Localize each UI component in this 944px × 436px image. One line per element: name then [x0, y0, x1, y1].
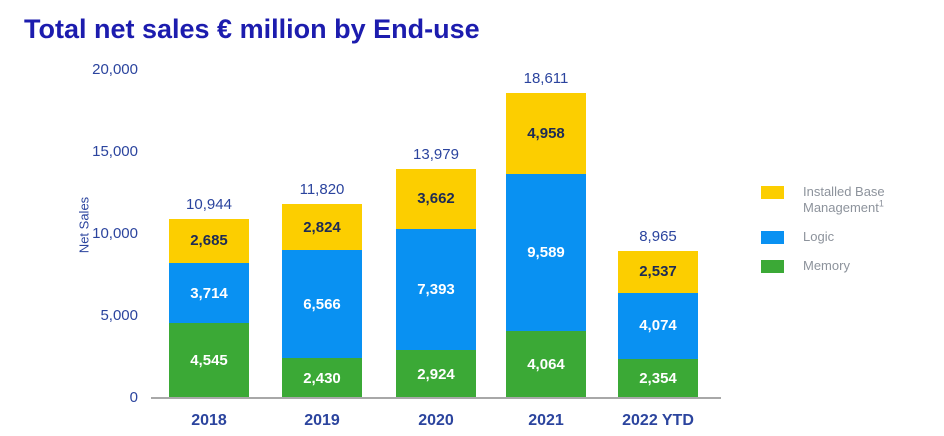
bar-segment-value: 2,537 — [639, 263, 677, 281]
legend-item-memory: Memory — [761, 258, 885, 274]
bar-total-label: 10,944 — [186, 195, 232, 213]
bar-segment-value: 7,393 — [417, 280, 455, 298]
legend-label-memory: Memory — [803, 258, 850, 274]
category-label: 2021 — [528, 412, 564, 429]
bar-segment-value: 9,589 — [527, 244, 565, 262]
bar-segment-value: 4,958 — [527, 124, 565, 142]
y-tick-label: 0 — [129, 389, 138, 406]
legend-item-logic: Logic — [761, 229, 885, 245]
bar-segment-memory: 4,064 — [506, 331, 586, 398]
bar-segment-memory: 2,924 — [396, 350, 476, 398]
y-tick-label: 10,000 — [92, 225, 138, 242]
y-tick-label: 5,000 — [100, 307, 138, 324]
legend-footnote-marker: 1 — [878, 198, 884, 209]
legend-label-line: Logic — [803, 229, 835, 244]
category-label: 2020 — [418, 412, 454, 429]
legend-item-installed-base-management: Installed Base Management1 — [761, 184, 885, 216]
legend-label-line: Management1 — [803, 198, 884, 215]
x-axis-line — [151, 397, 721, 399]
chart-title: Total net sales € million by End-use — [24, 14, 480, 44]
bar-segment-logic: 9,589 — [506, 174, 586, 332]
bar-total-label: 13,979 — [413, 145, 459, 163]
bar-segment-memory: 4,545 — [169, 323, 249, 398]
bar-segment-memory: 2,430 — [282, 358, 362, 398]
bar-segment-value: 2,924 — [417, 365, 455, 383]
bar-segment-value: 3,714 — [190, 284, 228, 302]
category-label: 2018 — [191, 412, 227, 429]
bar-segment-logic: 6,566 — [282, 250, 362, 359]
bar-segment-logic: 3,714 — [169, 262, 249, 324]
bar-segment-value: 2,354 — [639, 370, 677, 388]
bar-segment-value: 2,824 — [303, 218, 341, 236]
legend-swatch-logic — [761, 231, 784, 244]
legend-label-line: Installed Base — [803, 184, 885, 199]
bar-segment-memory: 2,354 — [618, 359, 698, 398]
legend-label-line: Memory — [803, 258, 850, 273]
bar-segment-value: 4,064 — [527, 356, 565, 374]
y-tick-label: 15,000 — [92, 143, 138, 160]
legend: Installed Base Management1 Logic Memory — [761, 184, 885, 274]
legend-label-installed-base-management: Installed Base Management1 — [803, 184, 885, 216]
bar-segment-value: 2,430 — [303, 369, 341, 387]
bar-segment-value: 4,074 — [639, 317, 677, 335]
bar-segment-value: 4,545 — [190, 352, 228, 370]
bar-total-label: 18,611 — [523, 69, 569, 87]
bar-segment-installed-base-management: 3,662 — [396, 168, 476, 229]
legend-swatch-memory — [761, 260, 784, 273]
bar-total-label: 11,820 — [299, 181, 345, 199]
bar-segment-installed-base-management: 4,958 — [506, 92, 586, 175]
bar-segment-logic: 7,393 — [396, 228, 476, 351]
category-label: 2019 — [304, 412, 340, 429]
y-tick-label: 20,000 — [92, 61, 138, 78]
bar-segment-installed-base-management: 2,685 — [169, 218, 249, 263]
bar-segment-logic: 4,074 — [618, 292, 698, 360]
bar-segment-installed-base-management: 2,824 — [282, 204, 362, 251]
bar-total-label: 8,965 — [639, 227, 677, 245]
bar-segment-value: 2,685 — [190, 232, 228, 250]
category-label: 2022 YTD — [622, 412, 694, 429]
bar-segment-value: 6,566 — [303, 295, 341, 313]
bar-segment-installed-base-management: 2,537 — [618, 250, 698, 293]
bar-segment-value: 3,662 — [417, 190, 455, 208]
legend-swatch-installed-base-management — [761, 186, 784, 199]
legend-label-logic: Logic — [803, 229, 834, 245]
